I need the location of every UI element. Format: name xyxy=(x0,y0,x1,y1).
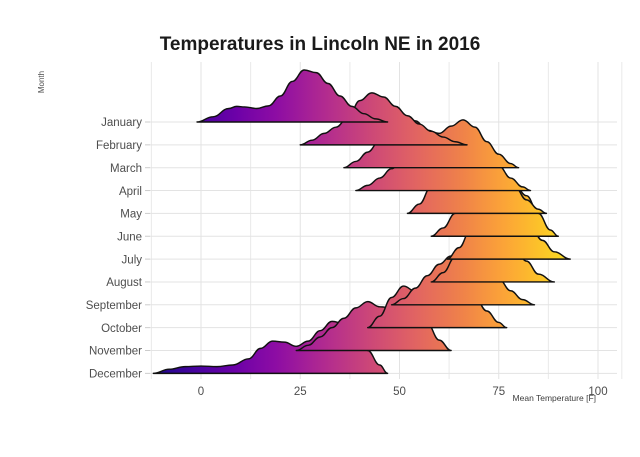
x-tick-0: 0 xyxy=(198,386,204,398)
y-tick-november: November xyxy=(89,346,142,358)
y-tick-december: December xyxy=(89,369,142,381)
y-tick-april: April xyxy=(119,186,142,198)
y-tick-march: March xyxy=(110,163,142,175)
y-tick-october: October xyxy=(101,323,142,335)
y-tick-september: September xyxy=(86,300,142,312)
y-tick-february: February xyxy=(96,140,142,152)
y-tick-august: August xyxy=(106,277,143,289)
x-tick-75: 75 xyxy=(492,386,505,398)
y-axis-tick-labels: January February March April May June July Augu… xyxy=(86,117,150,381)
y-tick-june: June xyxy=(117,231,142,243)
x-tick-25: 25 xyxy=(294,386,307,398)
y-axis-title: Month xyxy=(37,71,46,93)
ridge-series-group xyxy=(152,69,571,375)
y-tick-may: May xyxy=(120,209,142,221)
ridge-february xyxy=(299,92,468,146)
y-tick-july: July xyxy=(122,254,143,266)
ridge-january xyxy=(196,69,389,123)
x-axis-title: Mean Temperature [F] xyxy=(513,393,596,403)
y-tick-january: January xyxy=(101,117,142,129)
x-axis-tick-labels: 0 25 50 75 100 xyxy=(198,386,608,398)
chart-title: Temperatures in Lincoln NE in 2016 xyxy=(160,34,481,55)
x-tick-50: 50 xyxy=(393,386,406,398)
x-tick-100: 100 xyxy=(588,386,607,398)
